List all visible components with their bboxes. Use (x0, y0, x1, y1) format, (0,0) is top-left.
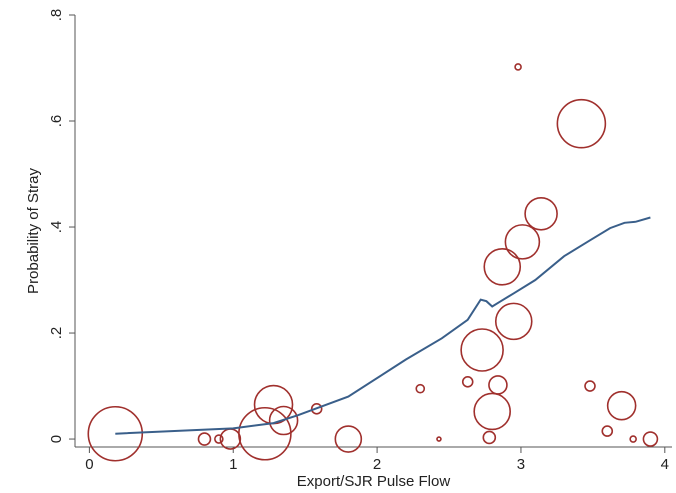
scatter-point (482, 430, 497, 445)
x-tick-label: 4 (661, 456, 669, 473)
scatter-point (268, 405, 299, 436)
scatter-point (197, 432, 212, 446)
scatter-point (642, 431, 659, 447)
scatter-point (629, 435, 637, 443)
x-tick-label: 1 (229, 456, 237, 473)
scatter-point (494, 302, 533, 341)
scatter-point (488, 375, 508, 395)
scatter-point (87, 405, 144, 462)
x-tick-label: 3 (517, 456, 525, 473)
scatter-point (436, 436, 442, 442)
scatter-point (524, 196, 558, 231)
scatter-point (461, 376, 474, 388)
scatter-point (504, 224, 541, 260)
fitted-line (115, 216, 651, 435)
scatter-point (310, 403, 323, 415)
x-tick-label: 2 (373, 456, 381, 473)
y-tick-label: .6 (48, 115, 65, 128)
data-marks (87, 63, 659, 462)
plot-area: 0 1 2 3 4 0 .2 .4 .6 .8 (48, 9, 672, 473)
scatter-point (514, 63, 522, 71)
scatter-point (238, 406, 292, 461)
x-axis-label: Export/SJR Pulse Flow (297, 473, 451, 490)
scatter-point (483, 247, 522, 286)
y-axis-label: Probability of Stray (25, 168, 42, 294)
scatter-point (334, 425, 363, 453)
scatter-point (214, 434, 224, 444)
y-tick-label: .2 (48, 327, 65, 340)
scatter-point (415, 383, 426, 394)
scatter-point (460, 328, 504, 372)
scatter-point (556, 98, 607, 149)
scatter-point (584, 380, 596, 392)
scatter-point (601, 425, 614, 437)
y-tick-label: .4 (48, 221, 65, 234)
x-tick-label: 0 (85, 456, 93, 473)
scatter-point (606, 390, 637, 421)
y-tick-label: 0 (48, 435, 65, 443)
y-tick-label: .8 (48, 9, 65, 22)
scatter-point (473, 392, 511, 431)
